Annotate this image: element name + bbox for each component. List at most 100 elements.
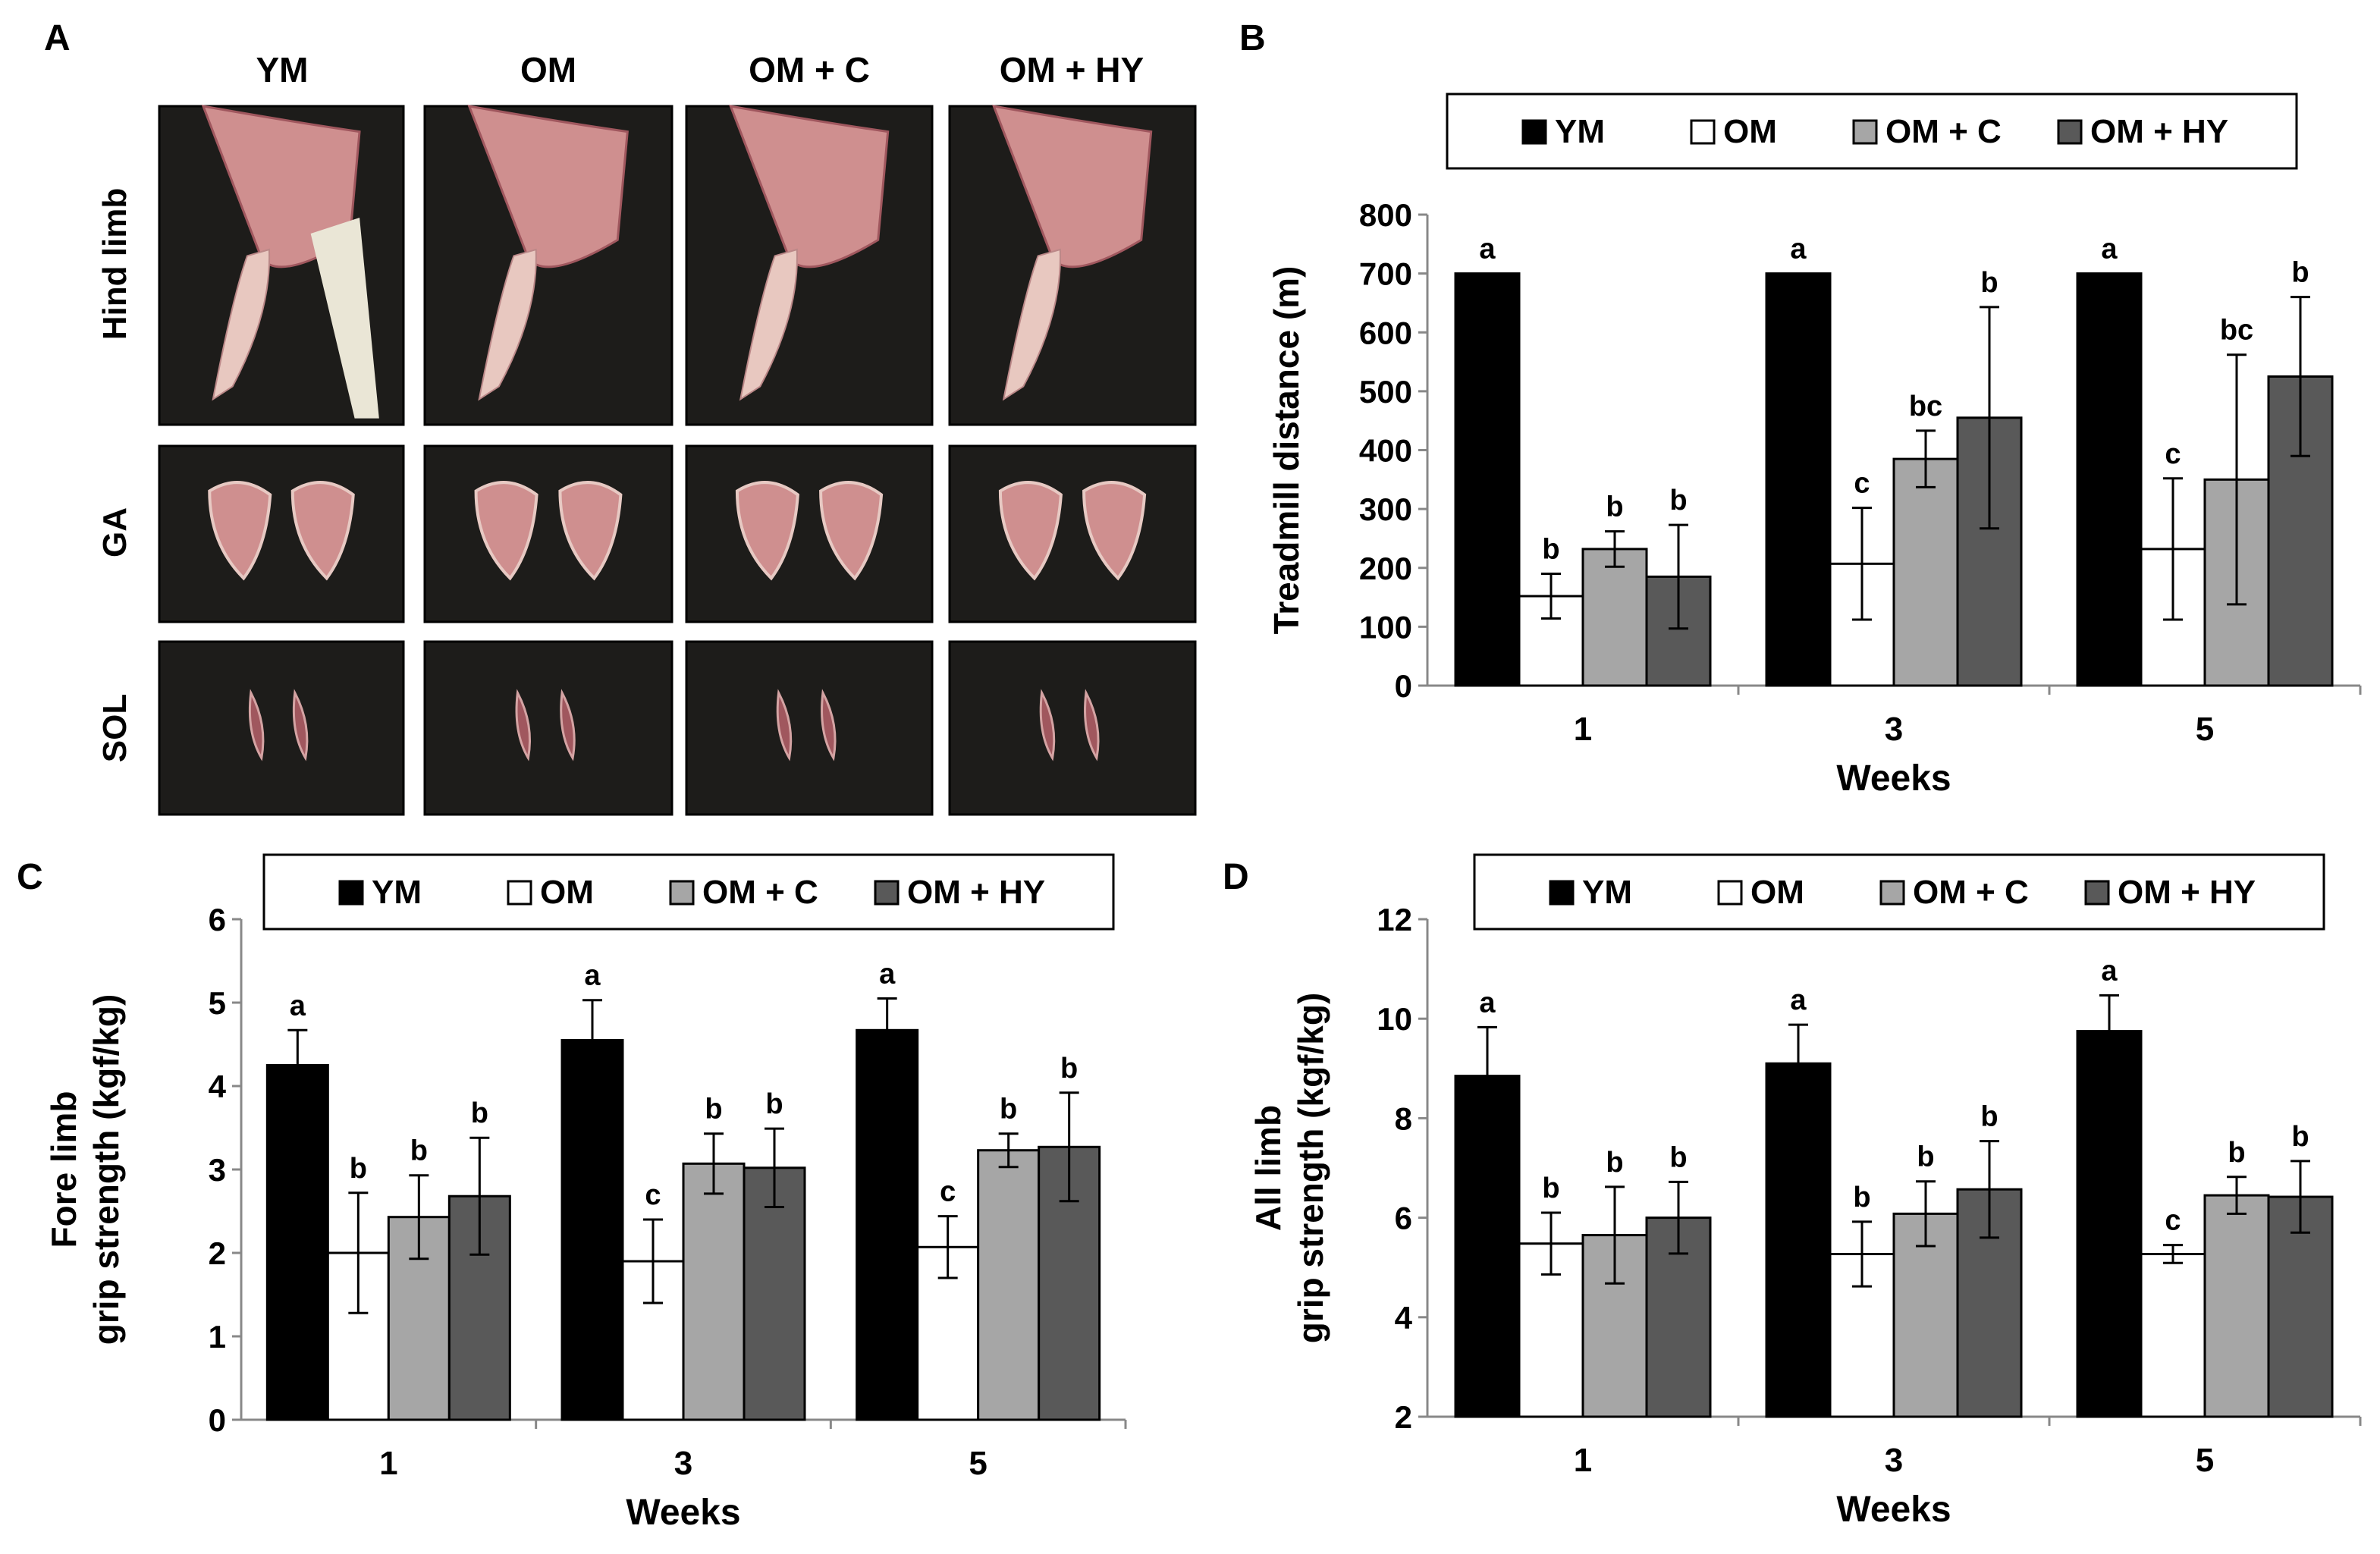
y-axis-title: grip strength (kgf/kg) (86, 994, 126, 1345)
y-tick-label: 6 (1395, 1201, 1412, 1236)
y-tick-label: 600 (1359, 315, 1412, 350)
legend-swatch-om-hy (874, 880, 900, 906)
y-tick-label: 2 (1395, 1399, 1412, 1435)
legend: YM OM OM + C OM + HY (262, 853, 1115, 931)
ga-muscle (819, 481, 884, 581)
sol-muscle (1039, 689, 1056, 761)
photo-sol-om-c (685, 640, 934, 816)
legend-swatch-om-c (669, 880, 695, 906)
significance-letter: b (1853, 1182, 1870, 1213)
sol-muscle (1084, 689, 1100, 761)
x-tick-label: 3 (1885, 711, 1903, 748)
photo-sol-om (423, 640, 673, 816)
significance-letter: a (1479, 234, 1496, 265)
photo-ga-om-hy (948, 444, 1197, 623)
significance-letter: a (1479, 987, 1496, 1019)
photo-sol-ym (158, 640, 405, 816)
sol-muscle (560, 689, 576, 761)
photo-ga-om-c (685, 444, 934, 623)
legend-swatch-ym (1549, 880, 1575, 906)
ga-muscle (735, 481, 799, 581)
sol-muscle (776, 689, 793, 761)
bar-ym-week-5 (2076, 1030, 2143, 1418)
significance-letter: c (940, 1176, 956, 1208)
significance-letter: c (2165, 1205, 2181, 1237)
legend-label-om: OM (1750, 874, 1804, 911)
x-tick-label: 3 (1885, 1442, 1903, 1479)
x-axis-title: Weeks (626, 1493, 740, 1533)
significance-letter: bc (1909, 391, 1942, 422)
y-tick-label: 400 (1359, 433, 1412, 469)
photo-hind-limb-om-c (685, 105, 934, 426)
y-axis-title: All limb (1248, 1105, 1288, 1231)
panel-label-d: D (1223, 857, 1249, 897)
photo-ga-om (423, 444, 673, 623)
row-label-hind-limb: Hind limb (96, 188, 133, 340)
significance-letter: b (2291, 257, 2309, 289)
photo-hind-limb-om (423, 105, 673, 426)
sol-muscle (821, 689, 837, 761)
significance-letter: c (2165, 438, 2181, 470)
bar-om-hy-week-3 (743, 1166, 806, 1421)
bar-om-c-week-1 (1581, 548, 1648, 687)
x-tick-label: 5 (969, 1445, 987, 1482)
legend-label-ym: YM (372, 874, 422, 911)
shin-paw (212, 248, 271, 401)
significance-letter: b (1606, 1147, 1623, 1179)
significance-letter: b (350, 1153, 367, 1185)
y-tick-label: 5 (209, 985, 226, 1021)
group-header-om: OM (520, 50, 576, 89)
photo-frame (158, 640, 405, 816)
significance-letter: b (2228, 1137, 2245, 1169)
sol-muscle (292, 689, 309, 761)
legend-label-om: OM (540, 874, 594, 911)
panel-a-photos: YM OM OM + C OM + HY Hind limb GA SOL (96, 50, 1197, 816)
y-tick-label: 1 (209, 1319, 226, 1355)
ga-muscle (208, 481, 272, 581)
significance-letter: b (705, 1094, 722, 1125)
significance-letter: b (1000, 1094, 1017, 1125)
significance-letter: b (2291, 1121, 2309, 1153)
legend-swatch-om-c (1852, 119, 1878, 145)
y-axis-title: Treadmill distance (m) (1267, 266, 1306, 635)
legend-label-om-c: OM + C (1913, 874, 2029, 911)
y-tick-label: 0 (1395, 668, 1412, 704)
photo-frame (423, 640, 673, 816)
bar-ym-week-5 (856, 1028, 919, 1421)
significance-letter: b (1542, 1173, 1559, 1204)
significance-letter: b (1917, 1141, 1934, 1173)
significance-letter: a (290, 990, 306, 1022)
group-header-om-c: OM + C (749, 50, 870, 89)
panel-label-b: B (1239, 18, 1266, 58)
photo-frame (158, 444, 405, 623)
x-tick-label: 1 (1574, 711, 1592, 748)
y-tick-label: 0 (209, 1402, 226, 1438)
photo-frame (685, 444, 934, 623)
bar-ym-week-1 (265, 1064, 329, 1421)
legend-swatch-om (1690, 119, 1716, 145)
bar-ym-week-3 (1765, 1062, 1832, 1418)
chart-c-fore-limb-grip: YM OM OM + C OM + HY 0 1 2 3 4 5 6 Fore limb grip st… (44, 853, 1127, 1533)
legend-swatch-ym (1521, 119, 1547, 145)
sol-muscle (515, 689, 531, 761)
photo-ga-ym (158, 444, 405, 623)
bar-om-c-week-5 (2203, 1194, 2270, 1418)
y-tick-label: 2 (209, 1235, 226, 1271)
shin-paw (739, 248, 798, 401)
thigh-muscle (728, 105, 890, 268)
y-tick-label: 700 (1359, 256, 1412, 292)
bar-ym-week-5 (2076, 272, 2143, 687)
significance-letter: a (584, 960, 601, 992)
y-tick-label: 500 (1359, 374, 1412, 410)
chart-d-all-limb-grip: YM OM OM + C OM + HY 2 4 6 8 10 12 All limb grip st… (1248, 853, 2362, 1530)
y-tick-label: 200 (1359, 551, 1412, 586)
ga-muscle (474, 481, 538, 581)
panel-label-c: C (17, 857, 43, 897)
x-tick-label: 1 (379, 1445, 397, 1482)
significance-letter: a (2101, 955, 2118, 987)
legend-label-om-hy: OM + HY (2118, 874, 2256, 911)
significance-letter: b (1606, 491, 1623, 523)
significance-letter: b (410, 1135, 428, 1167)
y-tick-label: 4 (209, 1069, 227, 1104)
group-header-ym: YM (256, 50, 309, 89)
